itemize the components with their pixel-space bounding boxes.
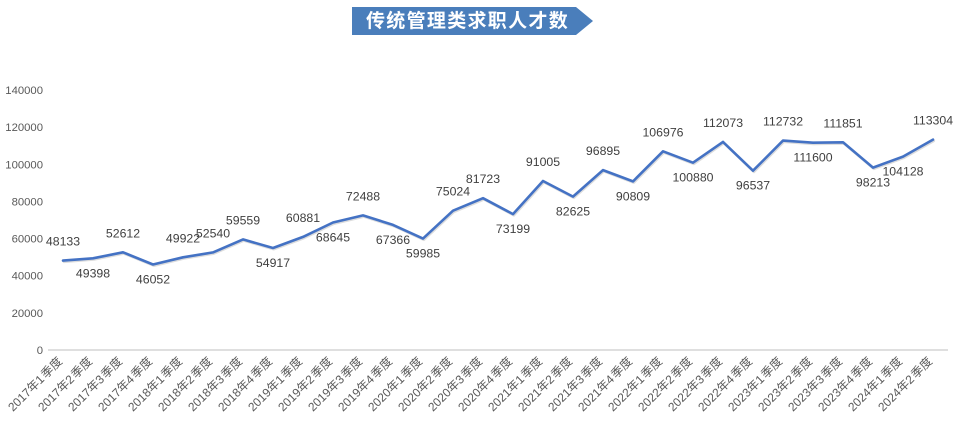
svg-text:52540: 52540 — [196, 226, 230, 240]
svg-text:72488: 72488 — [346, 189, 380, 203]
svg-text:48133: 48133 — [46, 235, 80, 249]
svg-text:67366: 67366 — [376, 233, 410, 247]
svg-text:0: 0 — [37, 345, 43, 357]
svg-text:54917: 54917 — [256, 256, 290, 270]
svg-text:60881: 60881 — [286, 211, 320, 225]
svg-text:81723: 81723 — [466, 172, 500, 186]
svg-text:46052: 46052 — [136, 273, 170, 287]
svg-text:120000: 120000 — [5, 122, 43, 134]
svg-text:75024: 75024 — [436, 185, 470, 199]
svg-text:106976: 106976 — [642, 125, 683, 139]
svg-text:91005: 91005 — [526, 155, 560, 169]
svg-text:82625: 82625 — [556, 205, 590, 219]
svg-text:100880: 100880 — [672, 171, 713, 185]
svg-text:52612: 52612 — [106, 226, 140, 240]
svg-text:140000: 140000 — [5, 85, 43, 97]
svg-text:96537: 96537 — [736, 179, 770, 193]
svg-text:80000: 80000 — [12, 196, 43, 208]
svg-text:111600: 111600 — [793, 151, 832, 165]
svg-text:113304: 113304 — [913, 114, 953, 128]
svg-text:112732: 112732 — [763, 115, 803, 129]
svg-text:100000: 100000 — [5, 159, 43, 171]
svg-text:104128: 104128 — [882, 165, 923, 179]
svg-text:96895: 96895 — [586, 144, 620, 158]
svg-text:59985: 59985 — [406, 247, 440, 261]
svg-text:传统管理类求职人才数: 传统管理类求职人才数 — [366, 9, 569, 32]
svg-text:90809: 90809 — [616, 189, 650, 203]
svg-text:68645: 68645 — [316, 231, 350, 245]
svg-text:59559: 59559 — [226, 213, 260, 227]
svg-text:49398: 49398 — [76, 266, 110, 280]
svg-text:20000: 20000 — [12, 308, 43, 320]
svg-text:73199: 73199 — [496, 222, 530, 236]
svg-text:40000: 40000 — [12, 271, 43, 283]
svg-text:60000: 60000 — [12, 234, 43, 246]
svg-text:111851: 111851 — [823, 116, 862, 130]
svg-text:112073: 112073 — [703, 116, 743, 130]
